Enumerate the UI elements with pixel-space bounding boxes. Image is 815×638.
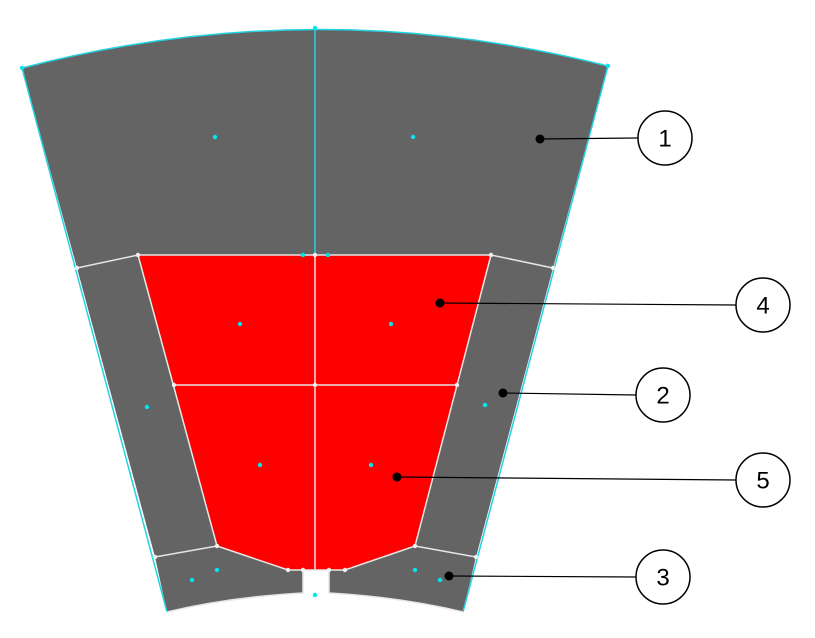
region-center-node (325, 252, 331, 258)
callout-anchor-dot (535, 134, 545, 144)
region-center-node (257, 462, 263, 468)
left-foot-top-edge (154, 545, 218, 558)
callout-leader-line (439, 302, 737, 306)
callout-label-5: 5 (756, 468, 769, 495)
region-center-node (300, 252, 306, 258)
right-foot-top-edge (414, 545, 477, 558)
mesh-node (473, 554, 479, 560)
callout-circle (637, 110, 693, 166)
left-foot-bottom-edge (166, 570, 304, 613)
callout-circle (635, 367, 691, 423)
mesh-node (214, 543, 220, 549)
mesh-node (488, 252, 494, 258)
callout-leader-line (539, 137, 639, 140)
mesh-node (312, 252, 318, 258)
mesh-node (74, 265, 80, 271)
mesh-node (312, 382, 318, 388)
right-outer-edge (462, 65, 609, 613)
mesh-node (412, 543, 418, 549)
callout-anchor-dot (392, 472, 402, 482)
callout-anchor-dot (498, 388, 508, 398)
right-foot-bottom-edge (328, 570, 464, 613)
callout-label-3: 3 (656, 565, 669, 592)
region-center-node (212, 134, 218, 140)
mesh-node (454, 382, 460, 388)
region-center-node (237, 321, 243, 327)
region-center-node (410, 134, 416, 140)
region-center-node (605, 63, 611, 69)
callout-circle (735, 277, 791, 333)
region-center-node (312, 592, 318, 598)
red-outline (137, 254, 492, 571)
left-outer-edge (21, 67, 168, 613)
callout-leader-line (502, 392, 637, 396)
region-center-node (388, 321, 394, 327)
region-center-node (437, 577, 443, 583)
mesh-node (152, 554, 158, 560)
mesh-node (171, 382, 177, 388)
callout-label-1: 1 (658, 126, 671, 153)
mesh-node (326, 567, 332, 573)
region-center-node (19, 65, 25, 71)
callout-anchor-dot (444, 571, 454, 581)
callout-circle (635, 549, 691, 605)
callout-anchor-dot (435, 298, 445, 308)
region-center-node (368, 462, 374, 468)
region-center-node (189, 577, 195, 583)
region-center-node (482, 402, 488, 408)
region-center-node (214, 567, 220, 573)
mesh-node (300, 567, 306, 573)
region-center-node (144, 404, 150, 410)
callout-leader-line (396, 476, 737, 481)
callout-label-4: 4 (756, 293, 769, 320)
mesh-node (135, 252, 141, 258)
callout-leader-line (448, 575, 637, 578)
mesh-node (342, 567, 348, 573)
region-center-node (312, 25, 318, 31)
region-center-node (412, 567, 418, 573)
mesh-node (285, 567, 291, 573)
mesh-node (550, 265, 556, 271)
callout-label-2: 2 (656, 383, 669, 410)
callout-circle (735, 452, 791, 508)
